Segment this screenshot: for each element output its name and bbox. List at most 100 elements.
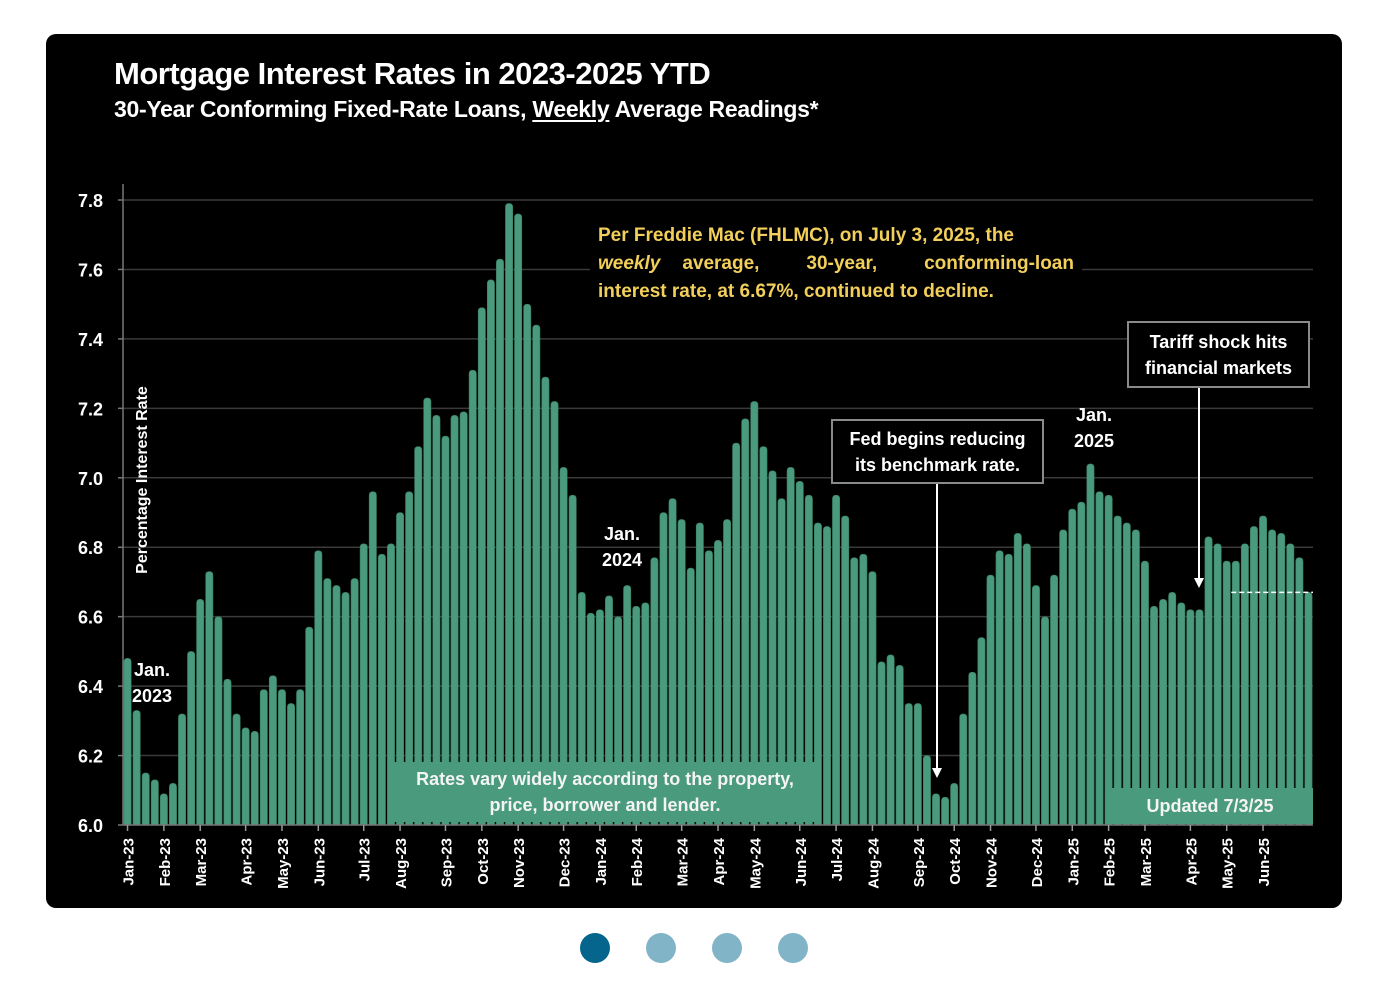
subtitle-end: Average Readings*	[609, 96, 819, 122]
bar	[359, 543, 368, 826]
note-italic-word: weekly	[598, 253, 661, 274]
bar	[1213, 543, 1222, 826]
year-label-year: 2023	[131, 686, 173, 706]
bar	[150, 779, 159, 826]
carousel-dot-4[interactable]	[778, 933, 808, 963]
x-tick-label: Feb-23	[157, 838, 174, 886]
bar	[1050, 574, 1059, 826]
y-tick-label: 6.2	[78, 747, 103, 767]
subtitle-underlined: Weekly	[532, 96, 610, 122]
bar	[141, 772, 150, 826]
year-label-year: 2024	[601, 550, 643, 570]
bar	[377, 553, 386, 826]
x-tick-label: Jun-24	[793, 837, 810, 886]
bar	[205, 571, 214, 826]
bar	[1004, 553, 1013, 826]
fed-callout-line-2: its benchmark rate.	[854, 455, 1021, 475]
bar	[795, 480, 804, 826]
bar	[477, 307, 486, 826]
bar	[877, 661, 886, 826]
bar	[341, 592, 350, 826]
x-tick-label: Mar-24	[675, 837, 692, 886]
bar	[468, 369, 477, 826]
x-tick-label: Aug-24	[865, 837, 882, 888]
bar	[1032, 585, 1040, 826]
bar	[1286, 543, 1295, 826]
bar	[568, 494, 577, 826]
bar	[459, 411, 468, 826]
bar	[868, 571, 877, 826]
bar	[941, 796, 950, 826]
bar	[1168, 592, 1177, 826]
carousel-dot-1[interactable]	[580, 933, 610, 963]
bar	[1022, 543, 1031, 826]
subtitle-start: 30-Year Conforming Fixed-Rate Loans,	[114, 96, 533, 122]
x-tick-label: Mar-23	[193, 838, 210, 886]
bar	[1222, 560, 1231, 826]
bar	[1277, 533, 1286, 826]
bar	[1068, 508, 1077, 826]
x-tick-labels: Jan-23 Feb-23 Mar-23 Apr-23 May-23 Jun-23 Jul-…	[121, 837, 1273, 889]
bar	[977, 637, 986, 826]
bar	[913, 703, 922, 826]
y-tick-label: 6.0	[78, 816, 103, 836]
year-label-2023: Jan. 2023	[128, 657, 176, 709]
bar	[523, 303, 532, 826]
x-tick-label: Sep-24	[911, 837, 928, 887]
x-tick-label: Jan-24	[593, 837, 610, 885]
rates-vary-banner: Rates vary widely according to the prope…	[390, 762, 820, 822]
tariff-callout-line-1: Tariff shock hits	[1149, 332, 1288, 352]
bar	[532, 324, 541, 826]
bar	[723, 519, 732, 826]
bar	[405, 491, 414, 826]
carousel-dot-3[interactable]	[712, 933, 742, 963]
bar	[1013, 533, 1022, 826]
carousel-dot-2[interactable]	[646, 933, 676, 963]
bar	[278, 689, 286, 826]
bar	[1095, 491, 1104, 826]
fed-callout: Fed begins reducing its benchmark rate.	[831, 419, 1044, 484]
bar	[904, 703, 913, 826]
bar	[187, 651, 196, 826]
note-word: average,	[682, 253, 760, 274]
bar	[387, 543, 395, 826]
bar	[414, 446, 423, 826]
bar	[432, 414, 441, 826]
bar	[668, 498, 677, 826]
bar	[968, 671, 977, 826]
bar	[1041, 616, 1049, 826]
bar	[832, 494, 841, 826]
bar	[250, 730, 259, 826]
bar	[323, 578, 332, 826]
x-tick-label: Nov-24	[984, 837, 1001, 888]
bar	[1113, 515, 1122, 826]
rates-vary-line-2: price, borrower and lender.	[489, 795, 721, 815]
bar	[995, 550, 1004, 826]
year-label-2024: Jan. 2024	[596, 521, 648, 573]
bar	[550, 401, 559, 826]
bar	[1295, 557, 1304, 826]
x-tick-label: Dec-24	[1029, 837, 1046, 887]
bar	[287, 703, 295, 826]
y-tick-label: 7.0	[78, 469, 103, 489]
bar	[895, 664, 904, 826]
tariff-callout-line-2: financial markets	[1144, 358, 1293, 378]
bar	[396, 512, 404, 826]
bar	[1250, 526, 1258, 826]
bar	[450, 414, 459, 826]
bar	[241, 727, 250, 826]
bar	[850, 557, 859, 826]
bar	[132, 710, 141, 826]
bar	[1177, 602, 1186, 826]
bar	[1231, 560, 1240, 826]
bar	[178, 713, 186, 826]
bar	[714, 539, 722, 826]
annotation-lines	[932, 388, 1313, 778]
y-tick-label: 7.4	[78, 330, 103, 350]
bar	[232, 713, 241, 826]
fed-callout-line-1: Fed begins reducing	[849, 429, 1026, 449]
x-tick-label: Jul-24	[829, 837, 846, 881]
year-label-month: Jan.	[603, 524, 641, 544]
bar	[1159, 599, 1168, 826]
rates-vary-line-1: Rates vary widely according to the prope…	[416, 769, 794, 789]
